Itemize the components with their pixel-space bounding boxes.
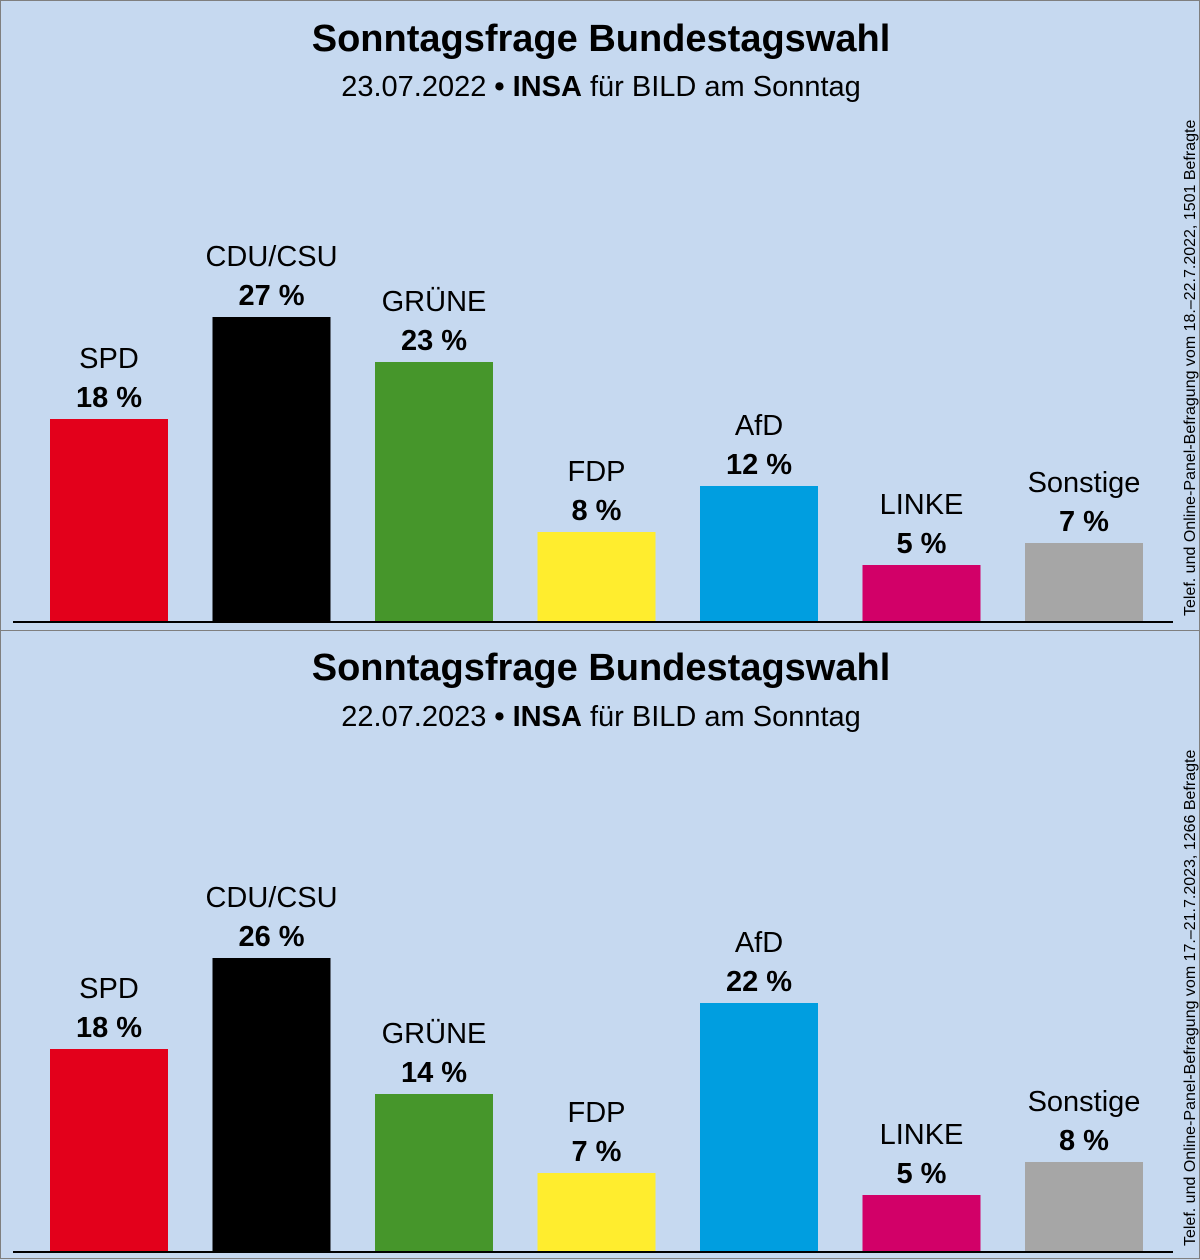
party-label-spd: SPD bbox=[79, 973, 139, 1005]
bar-spd bbox=[50, 1049, 168, 1252]
party-label-sonstige: Sonstige bbox=[1028, 1086, 1141, 1118]
value-label-cdu-csu: 26 % bbox=[238, 921, 304, 953]
party-label-gr-ne: GRÜNE bbox=[382, 286, 487, 318]
institute-name: INSA bbox=[513, 701, 582, 733]
bar-afd bbox=[700, 486, 818, 622]
client-name: für BILD am Sonntag bbox=[590, 71, 861, 103]
value-label-spd: 18 % bbox=[76, 1012, 142, 1044]
survey-note: Telef. und Online-Panel-Befragung vom 17… bbox=[1182, 750, 1199, 1246]
value-label-linke: 5 % bbox=[897, 1158, 947, 1190]
bar-afd bbox=[700, 1003, 818, 1252]
bar-gr-ne bbox=[375, 1094, 493, 1252]
value-label-sonstige: 8 % bbox=[1059, 1125, 1109, 1157]
institute-name: INSA bbox=[513, 71, 582, 103]
subtitle-bullet: • bbox=[494, 71, 504, 103]
bar-sonstige bbox=[1025, 1162, 1143, 1252]
party-label-linke: LINKE bbox=[880, 489, 964, 521]
bar-linke bbox=[862, 565, 981, 622]
bars: SPD 18 % CDU/CSU 27 % GRÜNE 23 % FDP 8 % AfD 12 %… bbox=[50, 241, 1143, 622]
bar-cdu-csu bbox=[212, 958, 331, 1252]
survey-note: Telef. und Online-Panel-Befragung vom 18… bbox=[1182, 120, 1199, 616]
value-label-gr-ne: 23 % bbox=[401, 325, 467, 357]
party-label-fdp: FDP bbox=[568, 1097, 626, 1129]
party-label-afd: AfD bbox=[735, 410, 783, 442]
bar-cdu-csu bbox=[212, 317, 331, 622]
bar-fdp bbox=[537, 532, 656, 622]
party-label-cdu-csu: CDU/CSU bbox=[205, 241, 337, 273]
party-label-afd: AfD bbox=[735, 927, 783, 959]
value-label-afd: 12 % bbox=[726, 449, 792, 481]
party-label-sonstige: Sonstige bbox=[1028, 467, 1141, 499]
chart-subtitle: 23.07.2022 • INSA für BILD am Sonntag bbox=[341, 71, 861, 103]
chart-subtitle: 22.07.2023 • INSA für BILD am Sonntag bbox=[341, 701, 861, 733]
party-label-gr-ne: GRÜNE bbox=[382, 1018, 487, 1050]
poll-date: 23.07.2022 bbox=[341, 71, 486, 103]
bar-spd bbox=[50, 419, 168, 622]
poll-date: 22.07.2023 bbox=[341, 701, 486, 733]
value-label-linke: 5 % bbox=[897, 528, 947, 560]
value-label-afd: 22 % bbox=[726, 966, 792, 998]
bar-linke bbox=[862, 1195, 981, 1252]
bar-gr-ne bbox=[375, 362, 493, 622]
chart-title: Sonntagsfrage Bundestagswahl bbox=[312, 18, 891, 60]
value-label-fdp: 8 % bbox=[572, 495, 622, 527]
value-label-spd: 18 % bbox=[76, 382, 142, 414]
poll-panel-2022: Sonntagsfrage Bundestagswahl 23.07.2022 … bbox=[1, 1, 1200, 630]
bar-chart-2023: Sonntagsfrage Bundestagswahl 22.07.2023 … bbox=[13, 647, 1199, 1253]
value-label-cdu-csu: 27 % bbox=[238, 280, 304, 312]
value-label-gr-ne: 14 % bbox=[401, 1057, 467, 1089]
client-name: für BILD am Sonntag bbox=[590, 701, 861, 733]
value-label-sonstige: 7 % bbox=[1059, 506, 1109, 538]
bars: SPD 18 % CDU/CSU 26 % GRÜNE 14 % FDP 7 % AfD 22 %… bbox=[50, 882, 1143, 1252]
bar-fdp bbox=[537, 1173, 656, 1252]
bar-sonstige bbox=[1025, 543, 1143, 622]
bar-chart-2022: Sonntagsfrage Bundestagswahl 23.07.2022 … bbox=[13, 18, 1199, 623]
party-label-cdu-csu: CDU/CSU bbox=[205, 882, 337, 914]
party-label-fdp: FDP bbox=[568, 456, 626, 488]
subtitle-bullet: • bbox=[494, 701, 504, 733]
chart-title: Sonntagsfrage Bundestagswahl bbox=[312, 647, 891, 689]
value-label-fdp: 7 % bbox=[572, 1136, 622, 1168]
party-label-linke: LINKE bbox=[880, 1119, 964, 1151]
party-label-spd: SPD bbox=[79, 343, 139, 375]
poll-panel-2023: Sonntagsfrage Bundestagswahl 22.07.2023 … bbox=[1, 630, 1200, 1260]
